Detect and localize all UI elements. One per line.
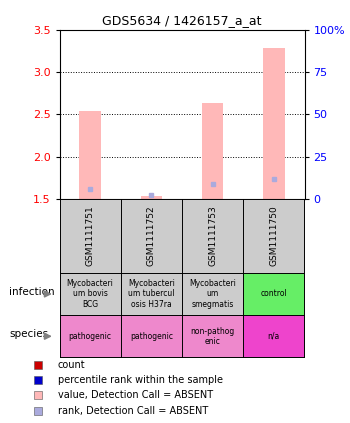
Text: control: control	[260, 289, 287, 299]
Text: n/a: n/a	[268, 332, 280, 341]
Bar	[79, 111, 101, 199]
Text: species: species	[9, 329, 48, 339]
Text: value, Detection Call = ABSENT: value, Detection Call = ABSENT	[58, 390, 213, 401]
Text: GSM1111753: GSM1111753	[208, 206, 217, 266]
Text: GSM1111750: GSM1111750	[270, 206, 278, 266]
Text: pathogenic: pathogenic	[69, 332, 112, 341]
Title: GDS5634 / 1426157_a_at: GDS5634 / 1426157_a_at	[102, 14, 262, 27]
Text: Mycobacteri
um bovis
BCG: Mycobacteri um bovis BCG	[67, 279, 113, 309]
Bar	[202, 103, 223, 199]
Bar	[263, 48, 285, 199]
Bar	[141, 196, 162, 199]
Text: Mycobacteri
um
smegmatis: Mycobacteri um smegmatis	[189, 279, 236, 309]
Text: pathogenic: pathogenic	[130, 332, 173, 341]
Text: GSM1111751: GSM1111751	[86, 206, 94, 266]
Text: GSM1111752: GSM1111752	[147, 206, 156, 266]
Text: rank, Detection Call = ABSENT: rank, Detection Call = ABSENT	[58, 406, 208, 415]
Text: Mycobacteri
um tubercul
osis H37ra: Mycobacteri um tubercul osis H37ra	[128, 279, 175, 309]
Text: infection: infection	[9, 287, 55, 297]
Text: percentile rank within the sample: percentile rank within the sample	[58, 375, 223, 385]
Text: count: count	[58, 360, 85, 370]
Text: non-pathog
enic: non-pathog enic	[190, 327, 235, 346]
